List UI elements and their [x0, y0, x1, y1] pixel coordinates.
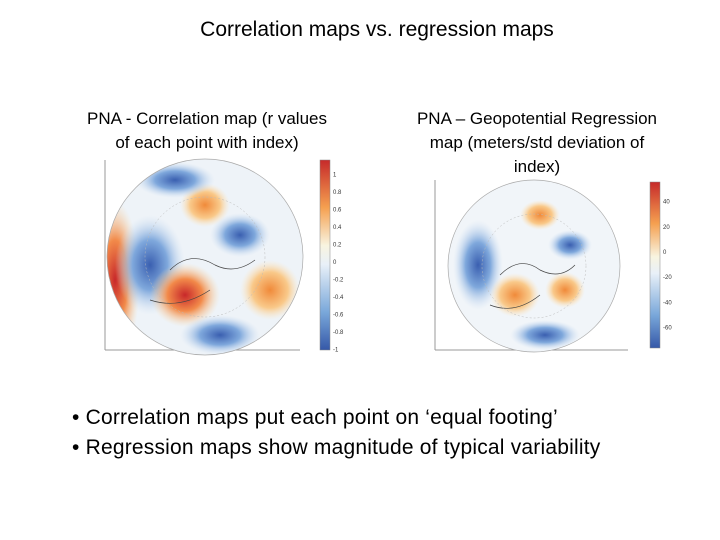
colorbar-label: 0.4: [333, 225, 342, 231]
caption-line: of each point with index): [115, 133, 299, 152]
bullet: • Regression maps show magnitude of typi…: [72, 436, 601, 459]
colorbar-label: 20: [663, 225, 670, 231]
regression-map: [434, 179, 661, 353]
colorbar-label: 0: [663, 250, 667, 256]
bullet: • Correlation maps put each point on ‘eq…: [72, 406, 558, 429]
caption-line: PNA – Geopotential Regression: [416, 109, 658, 128]
slide-title: Correlation maps vs. regression maps: [200, 18, 554, 41]
caption-line: index): [513, 157, 561, 176]
colorbar-label: -60: [663, 326, 672, 332]
colorbar-label: -20: [663, 275, 672, 281]
colorbar-label: -1: [333, 348, 339, 354]
colorbar-label: -0.4: [333, 295, 344, 301]
colorbar-label: 0: [333, 260, 337, 266]
colorbar-label: 0.8: [333, 190, 342, 196]
colorbar-label: 1: [333, 173, 337, 179]
caption-line: map (meters/std deviation of: [429, 133, 645, 152]
colorbar-label: 40: [663, 200, 670, 206]
colorbar-label: 0.2: [333, 243, 342, 249]
colorbar-label: -0.2: [333, 278, 344, 284]
correlation-map: [104, 158, 331, 356]
colorbar-label: -40: [663, 300, 672, 306]
colorbar-label: -0.8: [333, 330, 344, 336]
colorbar-label: 0.6: [333, 208, 342, 214]
caption-line: PNA - Correlation map (r values: [87, 109, 327, 128]
colorbar-label: -0.6: [333, 313, 344, 319]
